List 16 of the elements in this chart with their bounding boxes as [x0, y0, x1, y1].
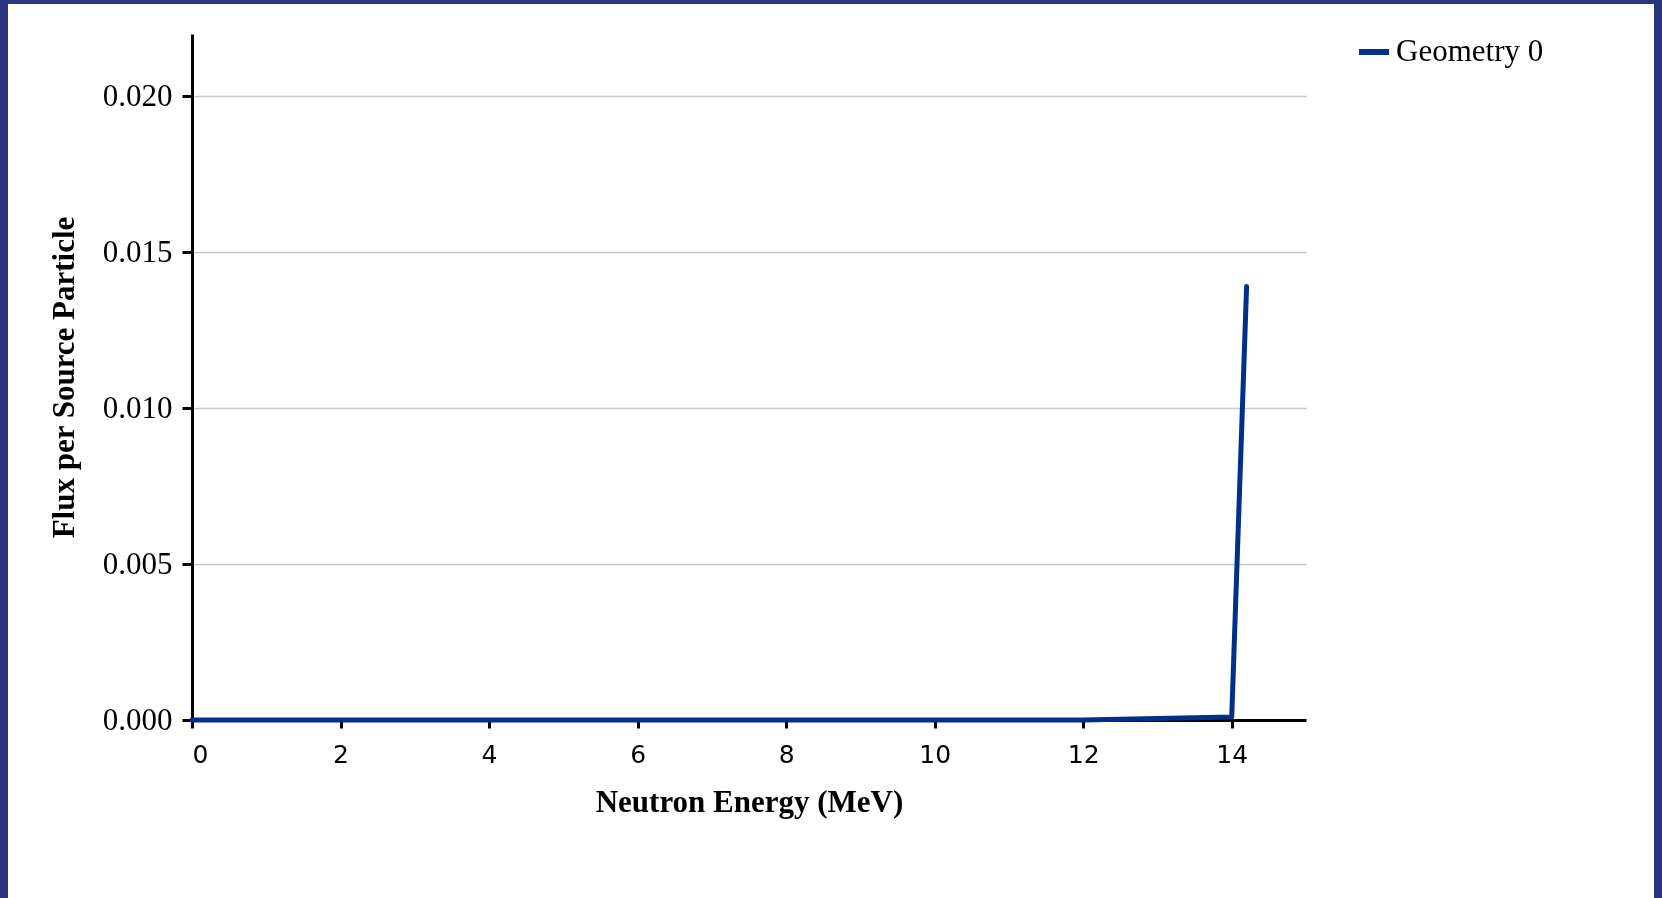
x-tick-label: 14 — [1216, 739, 1249, 769]
y-tick-label: 0.020 — [102, 77, 173, 113]
x-tick-label: 12 — [1067, 739, 1100, 769]
y-tick-label: 0.015 — [102, 233, 173, 269]
y-tick-label: 0.000 — [102, 701, 173, 737]
x-tick-label: 10 — [919, 739, 952, 769]
x-axis-title: Neutron Energy (MeV) — [595, 783, 904, 819]
x-tick-label: 8 — [778, 739, 795, 769]
x-tick-label: 0 — [192, 739, 209, 769]
x-tick-label: 4 — [481, 739, 498, 769]
y-tick-label: 0.010 — [102, 389, 173, 425]
x-tick-label: 2 — [333, 739, 349, 769]
legend-label: Geometry 0 — [1396, 33, 1544, 68]
y-axis-title: Flux per Source Particle — [45, 216, 81, 539]
x-tick-label: 6 — [630, 739, 647, 769]
y-tick-label: 0.005 — [102, 545, 173, 581]
